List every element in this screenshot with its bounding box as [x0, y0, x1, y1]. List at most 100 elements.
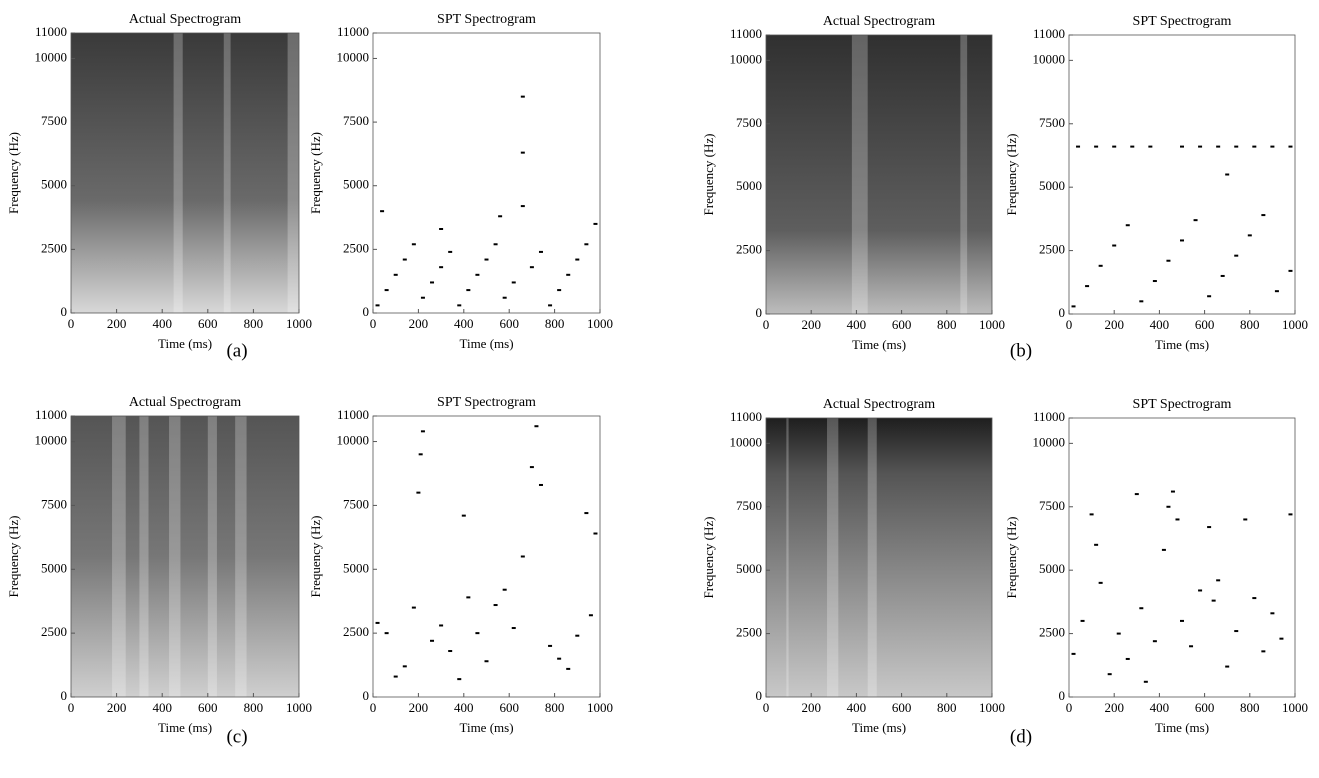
spt-point [1094, 543, 1099, 546]
spt-point [1193, 219, 1198, 222]
spt-point [493, 604, 498, 607]
plot-frame [1068, 34, 1296, 315]
spt-point [1180, 239, 1184, 242]
spt-point [1198, 145, 1203, 148]
spt-point [593, 532, 598, 535]
spt-point [1288, 145, 1293, 148]
spt-point [1125, 657, 1130, 660]
spt-point [1112, 145, 1117, 148]
spt-point [520, 555, 525, 558]
x-tick-label: 0 [68, 316, 75, 331]
spt-point [1152, 640, 1157, 643]
x-tick-label: 0 [370, 316, 377, 331]
x-tick-label: 200 [107, 316, 127, 331]
y-tick-label: 0 [61, 688, 68, 703]
x-tick-label: 1000 [1282, 700, 1308, 715]
spt-point [1270, 145, 1275, 148]
spectrogram-band [169, 416, 181, 697]
spt-point [1288, 513, 1293, 516]
spt-point [1098, 581, 1103, 584]
spt-point [1094, 145, 1099, 148]
y-tick-label: 5000 [1039, 561, 1065, 576]
x-tick-label: 600 [1195, 700, 1215, 715]
x-axis-label: Time (ms) [1155, 337, 1209, 352]
spt-point [520, 95, 525, 98]
spectrogram-band [867, 418, 877, 697]
x-tick-label: 800 [244, 700, 264, 715]
spt-point [548, 304, 553, 307]
spt-point [420, 296, 425, 299]
x-tick-label: 800 [937, 700, 957, 715]
spt-point [1180, 145, 1184, 148]
y-tick-label: 0 [756, 688, 763, 703]
chart-title: SPT Spectrogram [437, 12, 536, 27]
spt-point [1130, 145, 1135, 148]
x-tick-label: 400 [152, 700, 172, 715]
spt-point [402, 665, 407, 668]
x-axis-label: Time (ms) [852, 337, 906, 352]
spt-point [439, 624, 444, 627]
plot-frame [70, 415, 300, 698]
y-tick-label: 5000 [343, 560, 369, 575]
spt-point [1134, 493, 1139, 496]
y-tick-label: 10000 [730, 434, 763, 449]
y-tick-label: 0 [756, 305, 763, 320]
spt-point [1216, 579, 1221, 582]
plot-frame [372, 32, 601, 314]
x-tick-label: 800 [545, 316, 565, 331]
y-tick-label: 7500 [343, 496, 369, 511]
spt-point [475, 273, 480, 276]
spt-point [1274, 290, 1279, 293]
x-tick-label: 600 [198, 700, 218, 715]
plot-area [1069, 418, 1295, 697]
caption: (c) [226, 726, 247, 747]
x-tick-label: 400 [847, 700, 867, 715]
x-tick-label: 1000 [286, 700, 312, 715]
spectrogram-band [207, 416, 217, 697]
spt-point [1161, 548, 1166, 551]
y-tick-label: 11000 [337, 407, 369, 422]
spt-point [548, 644, 553, 647]
x-tick-label: 1000 [587, 316, 613, 331]
y-axis-label: Frequency (Hz) [6, 132, 21, 214]
x-tick-label: 800 [1240, 700, 1260, 715]
spt-point [430, 281, 435, 284]
spt-point [416, 491, 421, 494]
y-tick-label: 2500 [736, 625, 762, 640]
x-axis-label: Time (ms) [852, 720, 906, 735]
spt-point [1234, 254, 1239, 257]
spt-point [529, 266, 534, 269]
y-tick-label: 10000 [337, 433, 370, 448]
spectrogram-band [827, 418, 839, 697]
y-axis-label: Frequency (Hz) [308, 132, 323, 214]
x-tick-label: 600 [499, 700, 519, 715]
caption: (a) [226, 340, 247, 361]
spt-point [1252, 145, 1257, 148]
y-tick-label: 11000 [35, 24, 67, 39]
y-tick-label: 2500 [343, 624, 369, 639]
y-tick-label: 11000 [730, 26, 762, 41]
spt-point [430, 639, 435, 642]
spt-point [566, 667, 571, 670]
x-tick-label: 600 [1195, 317, 1215, 332]
spt-point [520, 205, 525, 208]
chart-title: SPT Spectrogram [1133, 14, 1232, 29]
spt-point [484, 660, 489, 663]
spt-point [520, 151, 525, 154]
spt-point [511, 627, 516, 630]
y-tick-label: 10000 [1033, 434, 1066, 449]
spt-point [466, 289, 471, 292]
x-tick-label: 200 [107, 700, 127, 715]
spt-point [1107, 673, 1112, 676]
spt-point [457, 678, 462, 681]
y-tick-label: 10000 [35, 433, 68, 448]
spt-point [1139, 607, 1144, 610]
x-tick-label: 1000 [979, 700, 1005, 715]
y-tick-label: 10000 [730, 51, 763, 66]
y-tick-label: 0 [363, 304, 370, 319]
x-tick-label: 1000 [286, 316, 312, 331]
spt-point [1261, 650, 1266, 653]
x-tick-label: 200 [801, 317, 821, 332]
x-tick-label: 0 [763, 317, 770, 332]
